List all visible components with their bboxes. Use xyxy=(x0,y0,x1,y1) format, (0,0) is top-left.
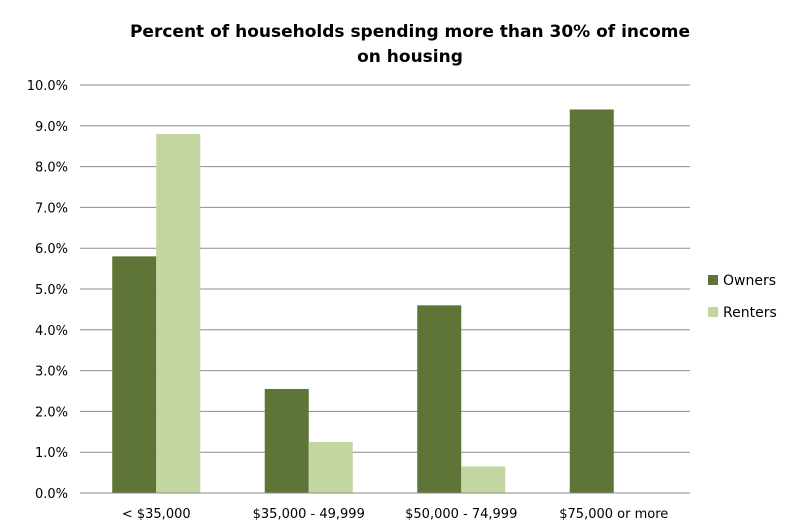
y-tick-label: 7.0% xyxy=(35,201,68,216)
bar-owners xyxy=(569,109,614,493)
y-tick-label: 8.0% xyxy=(35,161,68,176)
y-axis-tick-labels: 0.0% 1.0% 2.0% 3.0% 4.0% 5.0% 6.0% 7.0% 8.0% 9.0%… xyxy=(27,79,68,502)
bar-owners xyxy=(417,305,462,493)
y-tick-label: 9.0% xyxy=(35,120,68,135)
bar-renters xyxy=(461,466,506,493)
x-axis-tick-labels: < $35,000 $35,000 - 49,999 $50,000 - 74,99… xyxy=(122,507,668,522)
bar-renters xyxy=(308,442,353,493)
x-tick-label: $75,000 or more xyxy=(559,507,668,522)
x-tick-label: $35,000 - 49,999 xyxy=(253,507,365,522)
legend-label-renters: Renters xyxy=(723,305,777,321)
chart-title-line-2: on housing xyxy=(357,47,463,67)
y-tick-label: 0.0% xyxy=(35,487,68,502)
y-tick-label: 1.0% xyxy=(35,446,68,461)
y-tick-label: 10.0% xyxy=(27,79,68,94)
legend-swatch-owners xyxy=(708,275,718,285)
bar-renters xyxy=(156,133,201,493)
bar-owners xyxy=(264,388,309,493)
y-tick-label: 6.0% xyxy=(35,242,68,257)
x-tick-label: < $35,000 xyxy=(122,507,191,522)
legend-label-owners: Owners xyxy=(723,273,776,289)
bar-owners xyxy=(112,256,157,493)
y-tick-label: 4.0% xyxy=(35,324,68,339)
y-tick-label: 3.0% xyxy=(35,365,68,380)
bars xyxy=(112,109,614,493)
chart-title-line-1: Percent of households spending more than… xyxy=(130,22,690,42)
x-tick-label: $50,000 - 74,999 xyxy=(405,507,517,522)
y-tick-label: 5.0% xyxy=(35,283,68,298)
legend-swatch-renters xyxy=(708,307,718,317)
y-tick-label: 2.0% xyxy=(35,405,68,420)
legend: Owners Renters xyxy=(708,273,777,321)
